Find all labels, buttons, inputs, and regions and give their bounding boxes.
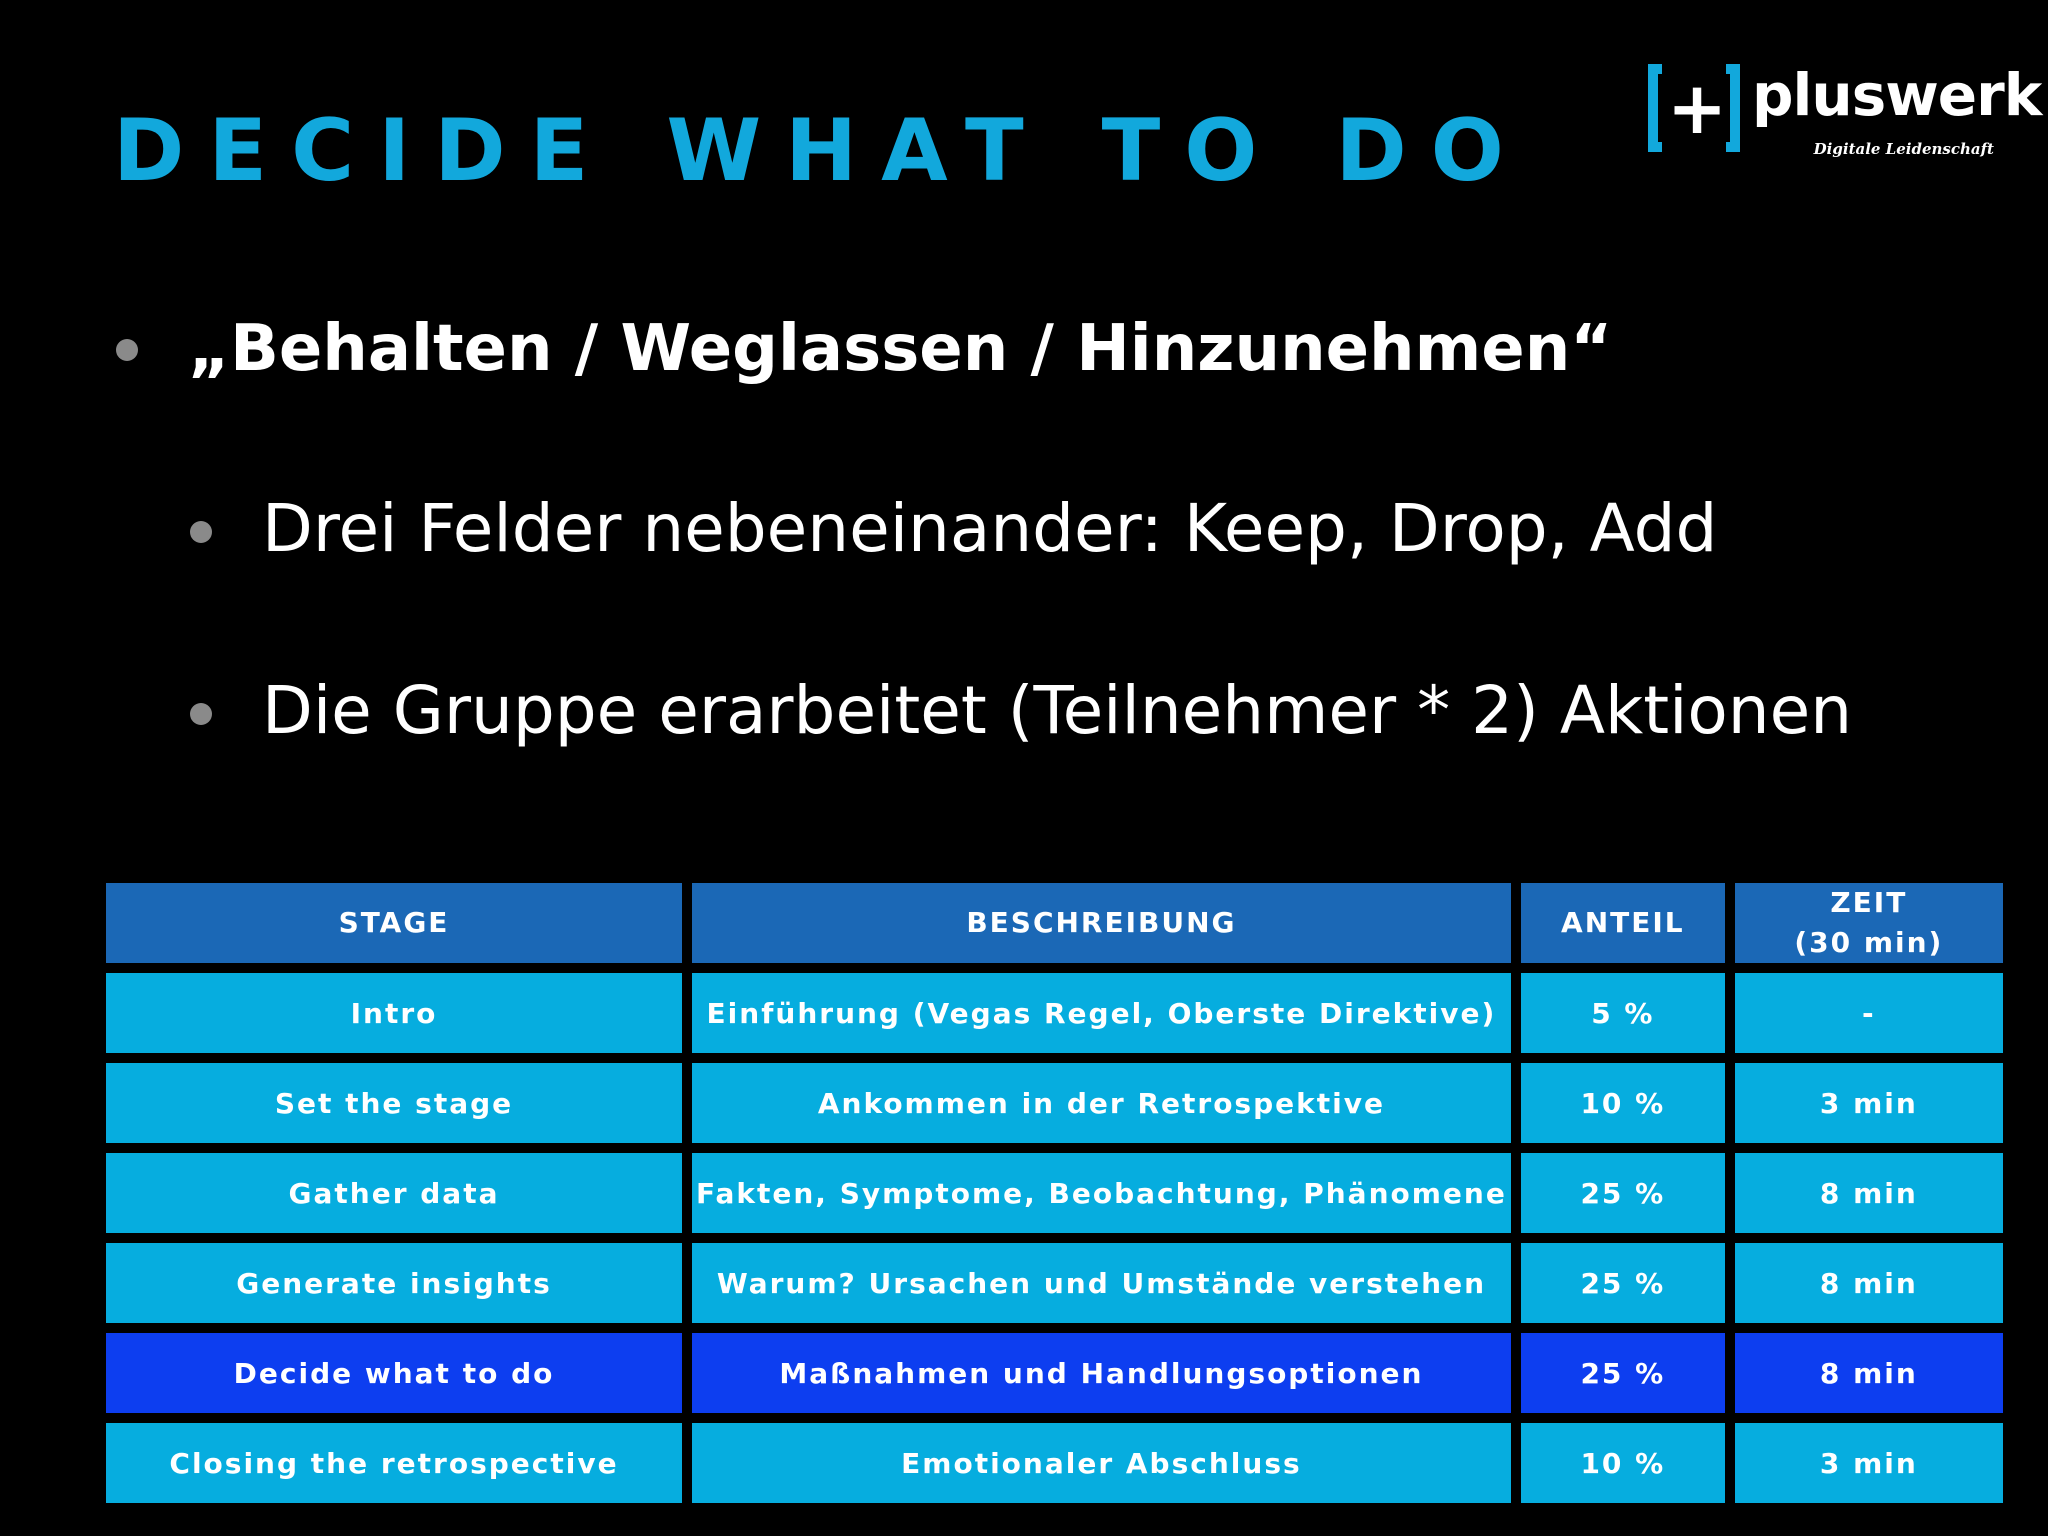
logo-tagline: Digitale Leidenschaft xyxy=(1813,140,1994,158)
table-row: Generate insights Warum? Ursachen und Um… xyxy=(106,1243,2003,1323)
retrospective-stages-table: STAGE BESCHREIBUNG ANTEIL ZEIT (30 min) … xyxy=(96,873,2013,1513)
cell-stage: Closing the retrospective xyxy=(106,1423,682,1503)
cell-description: Maßnahmen und Handlungsoptionen xyxy=(692,1333,1511,1413)
cell-time: 8 min xyxy=(1734,1333,2003,1413)
cell-time: 3 min xyxy=(1734,1423,2003,1503)
header-stage: STAGE xyxy=(106,883,682,963)
cell-share: 25 % xyxy=(1520,1243,1725,1323)
bullet-item-sub: Drei Felder nebeneinander: Keep, Drop, A… xyxy=(262,490,1718,567)
bullet-dot-icon xyxy=(190,521,212,543)
header-time: ZEIT (30 min) xyxy=(1734,883,2003,963)
header-share: ANTEIL xyxy=(1520,883,1725,963)
cell-description: Fakten, Symptome, Beobachtung, Phänomene xyxy=(692,1153,1511,1233)
table-row: Set the stage Ankommen in der Retrospekt… xyxy=(106,1063,2003,1143)
logo-left-bracket xyxy=(1648,64,1662,152)
header-time-total: (30 min) xyxy=(1794,926,1944,959)
cell-stage: Intro xyxy=(106,973,682,1053)
cell-description: Emotionaler Abschluss xyxy=(692,1423,1511,1503)
cell-time: 8 min xyxy=(1734,1153,2003,1233)
logo-plus-icon: + xyxy=(1666,66,1728,150)
cell-description: Einführung (Vegas Regel, Oberste Direkti… xyxy=(692,973,1511,1053)
table-header-row: STAGE BESCHREIBUNG ANTEIL ZEIT (30 min) xyxy=(106,883,2003,963)
header-description: BESCHREIBUNG xyxy=(692,883,1511,963)
cell-share: 5 % xyxy=(1520,973,1725,1053)
table-row-highlighted: Decide what to do Maßnahmen und Handlung… xyxy=(106,1333,2003,1413)
logo-right-bracket xyxy=(1726,64,1740,152)
bullet-dot-icon xyxy=(190,703,212,725)
cell-stage: Generate insights xyxy=(106,1243,682,1323)
header-time-label: ZEIT xyxy=(1830,886,1908,919)
cell-stage: Set the stage xyxy=(106,1063,682,1143)
logo-wordmark: pluswerk xyxy=(1752,61,2042,129)
cell-time: 3 min xyxy=(1734,1063,2003,1143)
cell-share: 10 % xyxy=(1520,1423,1725,1503)
cell-description: Warum? Ursachen und Umstände verstehen xyxy=(692,1243,1511,1323)
slide-title: DECIDE WHAT TO DO xyxy=(113,101,1528,201)
bullet-item-main: „Behalten / Weglassen / Hinzunehmen“ xyxy=(188,312,1613,386)
cell-stage: Gather data xyxy=(106,1153,682,1233)
cell-share: 25 % xyxy=(1520,1153,1725,1233)
table-row: Closing the retrospective Emotionaler Ab… xyxy=(106,1423,2003,1503)
pluswerk-logo: + pluswerk Digitale Leidenschaft xyxy=(1648,64,2042,164)
bullet-item-sub: Die Gruppe erarbeitet (Teilnehmer * 2) A… xyxy=(262,672,1853,749)
table-row: Intro Einführung (Vegas Regel, Oberste D… xyxy=(106,973,2003,1053)
cell-description: Ankommen in der Retrospektive xyxy=(692,1063,1511,1143)
cell-share: 25 % xyxy=(1520,1333,1725,1413)
cell-stage: Decide what to do xyxy=(106,1333,682,1413)
table-row: Gather data Fakten, Symptome, Beobachtun… xyxy=(106,1153,2003,1233)
cell-time: - xyxy=(1734,973,2003,1053)
bullet-dot-icon xyxy=(116,339,138,361)
cell-time: 8 min xyxy=(1734,1243,2003,1323)
cell-share: 10 % xyxy=(1520,1063,1725,1143)
